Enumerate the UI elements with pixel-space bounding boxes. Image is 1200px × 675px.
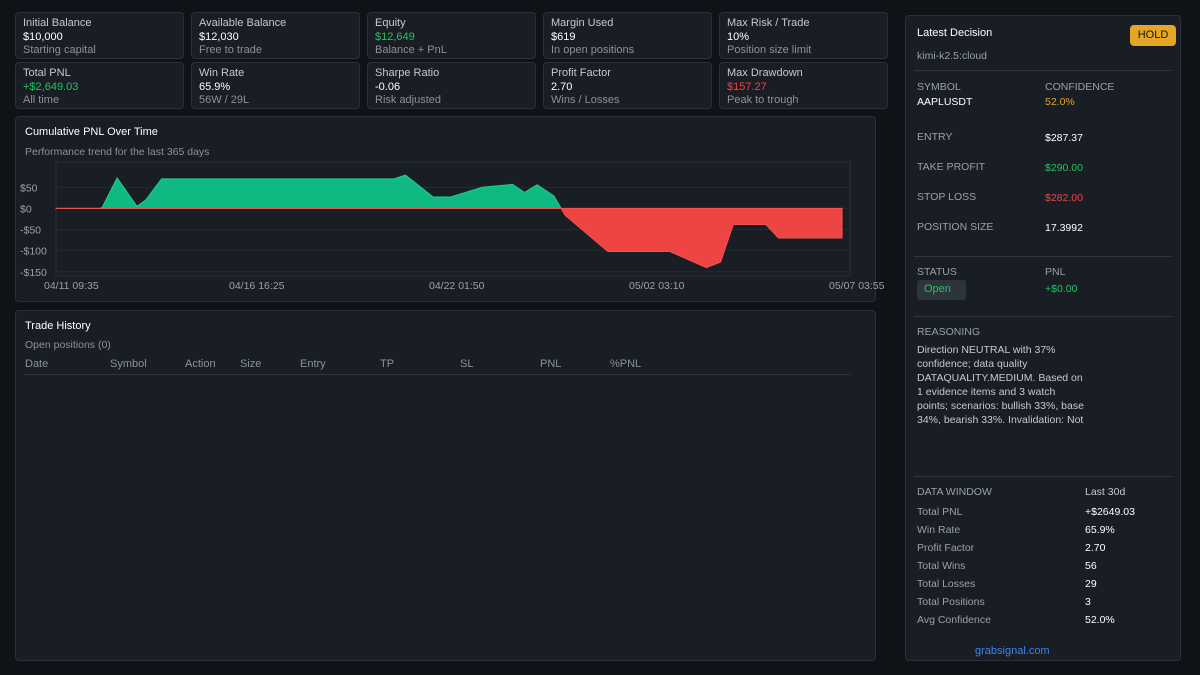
position-size-value: 17.3992 [1045, 222, 1083, 234]
column-header[interactable]: PNL [540, 358, 562, 370]
stat-subtitle: Wins / Losses [551, 94, 620, 106]
position-size-label: POSITION SIZE [917, 221, 994, 233]
column-header[interactable]: Size [240, 358, 262, 370]
footer-link[interactable]: grabsignal.com [975, 645, 1050, 657]
latest-decision-panel: Latest Decision HOLD kimi-k2.5:cloud SYM… [905, 15, 1181, 661]
stat-label: Sharpe Ratio [375, 67, 440, 79]
stat-card: Win Rate 65.9% 56W / 29L [191, 62, 360, 109]
data-window-row-label: Total Positions [917, 596, 985, 608]
data-window-row-value: 65.9% [1085, 524, 1115, 536]
divider-3 [914, 316, 1172, 317]
reasoning-text: Direction NEUTRAL with 37% confidence; d… [917, 344, 1084, 426]
data-window-row-label: Profit Factor [917, 542, 975, 554]
data-window-row-value: 56 [1085, 560, 1097, 572]
status-label: STATUS [917, 266, 957, 278]
stop-loss-value: $282.00 [1045, 192, 1083, 204]
entry-value: $287.37 [1045, 132, 1083, 144]
column-header[interactable]: %PNL [610, 358, 642, 370]
stat-label: Win Rate [199, 67, 245, 79]
stat-card: Equity $12,649 Balance + PnL [367, 12, 536, 59]
stat-value: $157.27 [727, 80, 767, 93]
stat-subtitle: Peak to trough [727, 94, 799, 106]
stat-card: Max Risk / Trade 10% Position size limit [719, 12, 888, 59]
open-positions-count: Open positions (0) [25, 339, 111, 351]
trade-history-panel: Trade History Open positions (0) Date Sym… [15, 310, 876, 661]
data-window-row-label: Win Rate [917, 524, 961, 536]
stat-label: Max Risk / Trade [727, 17, 810, 29]
column-header[interactable]: Symbol [110, 358, 147, 370]
stat-subtitle: 56W / 29L [199, 94, 250, 106]
status-badge: Open [917, 280, 966, 300]
column-header[interactable]: Date [25, 358, 49, 370]
stat-card: Available Balance $12,030 Free to trade [191, 12, 360, 59]
stat-card: Sharpe Ratio -0.06 Risk adjusted [367, 62, 536, 109]
symbol-value: AAPLUSDT [917, 96, 973, 108]
stat-label: Profit Factor [551, 67, 611, 79]
data-window-row-label: Total PNL [917, 506, 963, 518]
stat-card: Max Drawdown $157.27 Peak to trough [719, 62, 888, 109]
stat-card: Initial Balance $10,000 Starting capital [15, 12, 184, 59]
stat-value: $12,030 [199, 30, 239, 43]
entry-label: ENTRY [917, 131, 953, 143]
stat-label: Max Drawdown [727, 67, 803, 79]
data-window-period: Last 30d [1085, 486, 1126, 498]
stat-card: Margin Used $619 In open positions [543, 12, 712, 59]
reasoning-label: REASONING [917, 326, 981, 338]
model-name: kimi-k2.5:cloud [917, 50, 988, 62]
data-window-row-label: Avg Confidence [917, 614, 991, 626]
stat-value: 2.70 [551, 80, 573, 93]
take-profit-value: $290.00 [1045, 162, 1083, 174]
stat-subtitle: Balance + PnL [375, 44, 447, 56]
stat-subtitle: In open positions [551, 44, 635, 56]
stat-subtitle: All time [23, 94, 60, 106]
stat-card: Total PNL +$2,649.03 All time [15, 62, 184, 109]
stat-label: Available Balance [199, 17, 287, 29]
chart-subtitle: Performance trend for the last 365 days [25, 146, 210, 158]
chart-title: Cumulative PNL Over Time [25, 126, 158, 138]
decision-title: Latest Decision [917, 27, 993, 39]
stat-value: $619 [551, 30, 576, 43]
column-header[interactable]: SL [460, 358, 474, 370]
stat-subtitle: Risk adjusted [375, 94, 442, 106]
data-window-row-value: 3 [1085, 596, 1091, 608]
column-header[interactable]: Entry [300, 358, 326, 370]
stat-value: $10,000 [23, 30, 63, 43]
stat-value: -0.06 [375, 80, 401, 93]
data-window-row-value: 52.0% [1085, 614, 1115, 626]
divider-4 [914, 476, 1172, 477]
data-window-row-label: Total Losses [917, 578, 976, 590]
stat-card: Profit Factor 2.70 Wins / Losses [543, 62, 712, 109]
stat-subtitle: Starting capital [23, 44, 96, 56]
hold-badge: HOLD [1130, 25, 1176, 46]
data-window-label: DATA WINDOW [917, 486, 992, 498]
stat-value: 65.9% [199, 80, 231, 93]
trade-history-title: Trade History [25, 320, 91, 332]
confidence-label: CONFIDENCE [1045, 81, 1115, 93]
pnl-value: +$0.00 [1045, 283, 1078, 295]
column-header[interactable]: Action [185, 358, 216, 370]
stat-label: Margin Used [551, 17, 614, 29]
data-window-row-value: 29 [1085, 578, 1097, 590]
symbol-label: SYMBOL [917, 81, 961, 93]
divider-1 [914, 70, 1172, 71]
stat-subtitle: Position size limit [727, 44, 812, 56]
take-profit-label: TAKE PROFIT [917, 161, 986, 173]
stat-subtitle: Free to trade [199, 44, 262, 56]
data-window-row-value: +$2649.03 [1085, 506, 1135, 518]
data-window-row-label: Total Wins [917, 560, 966, 572]
stat-value: $12,649 [375, 30, 415, 43]
confidence-value: 52.0% [1045, 96, 1075, 108]
stop-loss-label: STOP LOSS [917, 191, 977, 203]
divider-2 [914, 256, 1172, 257]
stat-value: +$2,649.03 [23, 80, 79, 93]
stat-label: Equity [375, 17, 406, 29]
data-window-row-value: 2.70 [1085, 542, 1106, 554]
pnl-chart-panel: Cumulative PNL Over Time Performance tre… [15, 116, 876, 302]
stat-label: Total PNL [23, 67, 71, 79]
stat-label: Initial Balance [23, 17, 92, 29]
stat-value: 10% [727, 30, 750, 43]
pnl-label: PNL [1045, 266, 1066, 278]
column-header[interactable]: TP [380, 358, 395, 370]
table-header-divider [25, 374, 851, 375]
